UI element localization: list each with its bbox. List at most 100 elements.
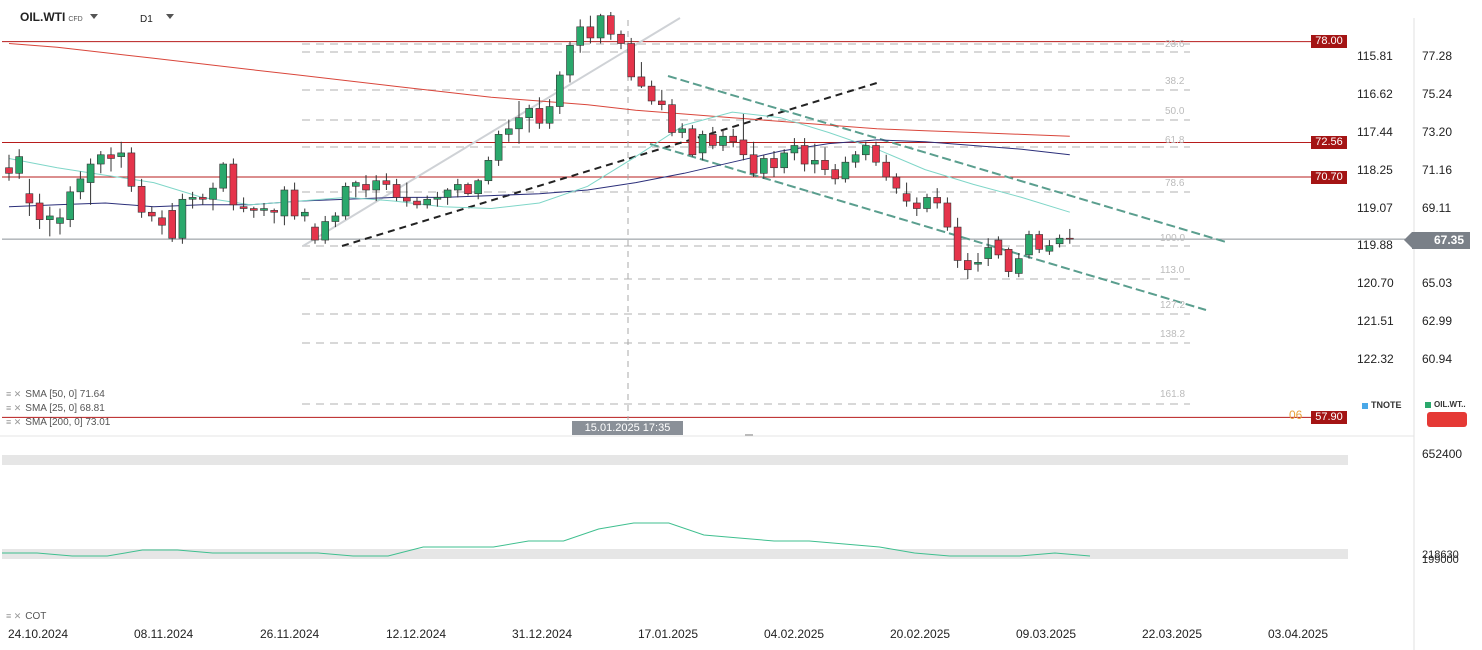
legend-symbol-oil[interactable]: OIL.WT.. <box>1425 400 1466 409</box>
timeframe-chevron-down-icon[interactable] <box>166 14 174 19</box>
candle <box>1045 245 1054 252</box>
candle <box>555 74 564 107</box>
candle <box>402 197 411 202</box>
candle <box>831 169 840 180</box>
cot-axis-value: 218630 <box>1422 549 1459 561</box>
candle <box>943 202 952 228</box>
candle <box>586 26 595 39</box>
indicator-cot[interactable]: ≡ ✕ COT <box>6 611 46 622</box>
candle <box>504 128 513 135</box>
axis-right-tick: 65.03 <box>1422 276 1453 290</box>
candle <box>86 163 95 183</box>
indicator-sma50[interactable]: ≡ ✕ SMA [50, 0] 71.64 <box>6 389 105 400</box>
candle <box>1035 234 1043 250</box>
oil-color-swatch[interactable] <box>1427 412 1467 427</box>
axis-left-tick: 122.32 <box>1357 352 1394 366</box>
oil-swatch-icon <box>1425 401 1431 408</box>
fib-label: 50.0 <box>1165 106 1185 117</box>
candle <box>25 193 34 204</box>
indicator-settings-icon[interactable]: ≡ ✕ <box>6 417 22 427</box>
trend-line <box>302 17 681 247</box>
fib-label: 100.0 <box>1160 233 1186 244</box>
indicator-settings-icon[interactable]: ≡ ✕ <box>6 403 22 413</box>
candle <box>290 189 299 217</box>
sma25-line <box>8 111 1070 213</box>
level-prefix: 06 <box>1289 408 1303 422</box>
cot-axis-value: 199000 <box>1422 554 1459 566</box>
fib-label: 38.2 <box>1165 76 1185 87</box>
pane-resize-handle <box>745 434 753 436</box>
indicator-settings-icon[interactable]: ≡ ✕ <box>6 611 22 621</box>
candle <box>688 128 697 156</box>
trend-line <box>341 81 881 247</box>
axis-left-tick: 116.62 <box>1357 87 1393 101</box>
indicator-label: SMA [50, 0] 71.64 <box>25 389 105 400</box>
candle <box>199 197 207 200</box>
candle <box>35 202 44 220</box>
level-label[interactable]: 78.00 <box>1311 35 1347 49</box>
candle <box>515 117 523 130</box>
candle <box>372 180 381 191</box>
candle <box>15 156 23 174</box>
candle <box>1025 234 1033 256</box>
candle <box>45 215 54 220</box>
candle <box>280 189 289 217</box>
legend-symbol-tnote[interactable]: TNOTE <box>1362 400 1402 410</box>
candle <box>413 200 421 206</box>
candle <box>953 226 962 261</box>
level-label[interactable]: 57.90 <box>1311 410 1347 424</box>
indicator-settings-icon[interactable]: ≡ ✕ <box>6 389 22 399</box>
x-axis-label: 20.02.2025 <box>890 627 951 641</box>
candle <box>1004 249 1013 272</box>
axis-right-tick: 69.11 <box>1422 201 1452 215</box>
indicator-label: COT <box>25 611 47 622</box>
candle <box>5 167 13 174</box>
candle <box>810 160 819 165</box>
candle <box>66 191 74 220</box>
candle <box>219 163 227 189</box>
axis-right-tick: 71.16 <box>1422 163 1453 177</box>
candle <box>464 184 472 195</box>
indicator-sma25[interactable]: ≡ ✕ SMA [25, 0] 68.81 <box>6 403 105 414</box>
candle <box>76 178 85 193</box>
candle <box>56 217 64 224</box>
x-axis-label: 24.10.2024 <box>8 627 69 641</box>
candle <box>800 145 809 165</box>
candle <box>576 26 585 46</box>
candle <box>453 184 462 191</box>
candle <box>137 185 146 213</box>
candle <box>749 154 758 174</box>
candle <box>790 145 799 154</box>
legend-symbol-label: OIL.WT.. <box>1434 400 1466 409</box>
candle <box>872 145 880 163</box>
candle <box>923 197 931 209</box>
timeframe-selector[interactable]: D1 <box>140 14 153 25</box>
candle <box>994 239 1003 256</box>
level-label[interactable]: 72.56 <box>1311 136 1347 150</box>
candle <box>331 215 340 222</box>
candle <box>127 152 136 187</box>
x-axis-label: 12.12.2024 <box>386 627 447 641</box>
candle <box>148 211 156 217</box>
candle <box>780 152 789 169</box>
axis-right-tick: 77.28 <box>1422 49 1453 63</box>
candle <box>729 135 738 143</box>
candle <box>566 45 574 76</box>
symbol-chevron-down-icon[interactable] <box>90 14 98 19</box>
candle <box>443 189 452 198</box>
candle <box>627 43 636 78</box>
indicator-sma200[interactable]: ≡ ✕ SMA [200, 0] 73.01 <box>6 417 110 428</box>
candle <box>668 104 676 133</box>
x-axis-label: 09.03.2025 <box>1016 627 1077 641</box>
fib-label: 138.2 <box>1160 329 1186 340</box>
level-label[interactable]: 70.70 <box>1311 170 1347 184</box>
x-axis-label: 04.02.2025 <box>764 627 825 641</box>
candle <box>351 182 360 187</box>
indicator-label: SMA [25, 0] 68.81 <box>25 403 105 414</box>
candle <box>861 145 870 156</box>
symbol-selector[interactable]: OIL.WTI CFD <box>20 10 83 24</box>
candle <box>260 208 268 211</box>
candle <box>362 184 370 191</box>
candle <box>382 180 391 185</box>
